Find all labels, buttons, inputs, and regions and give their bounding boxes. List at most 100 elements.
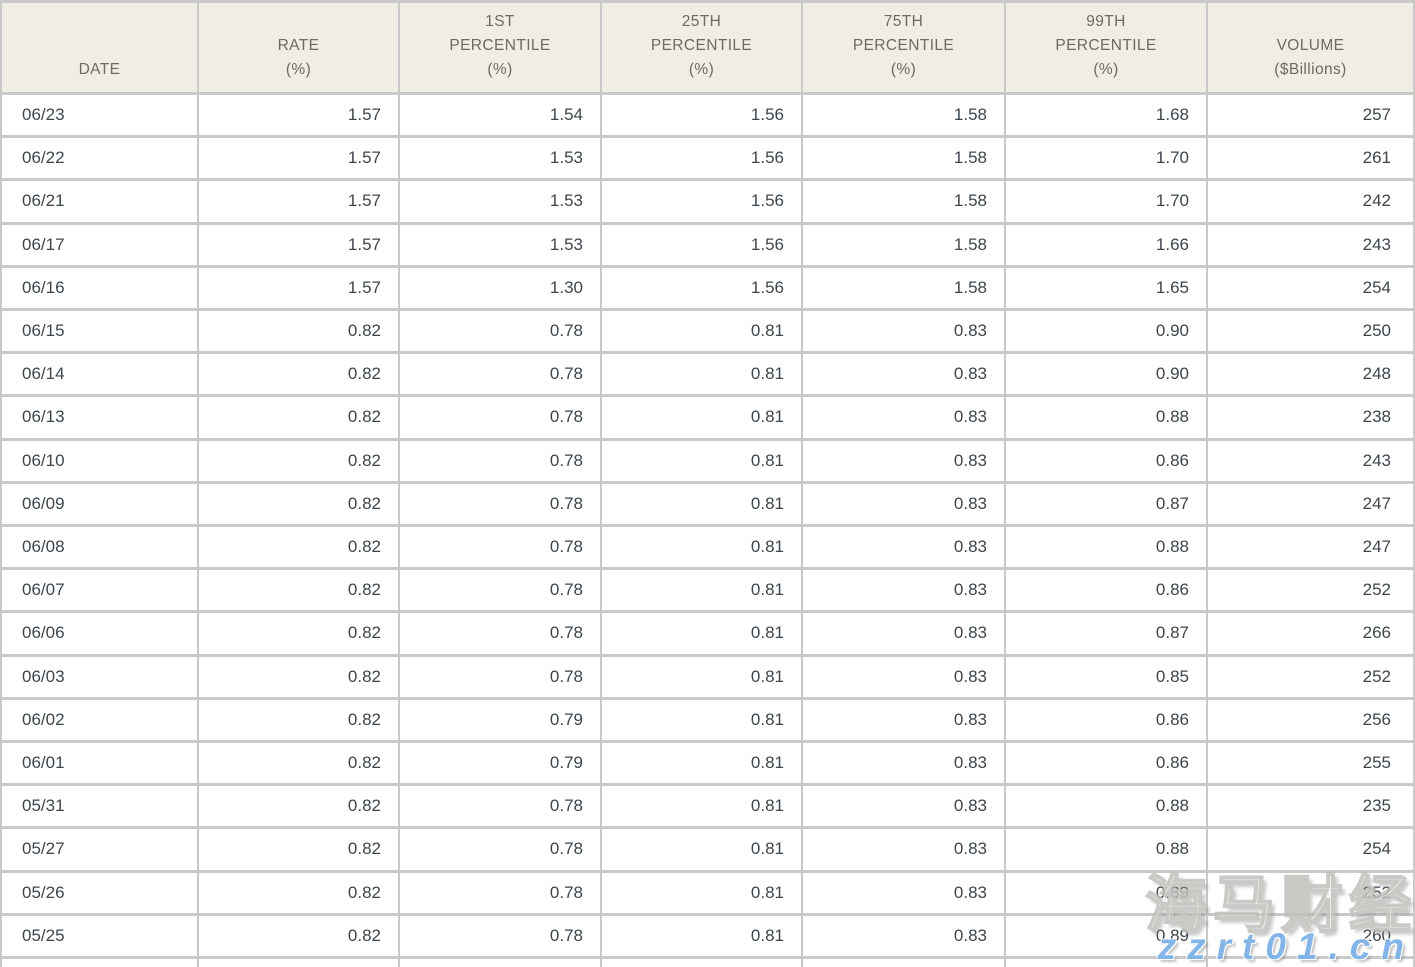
cell-volume: 252 — [1207, 655, 1415, 700]
cell-rate: 0.82 — [198, 871, 400, 916]
cell-p75: 1.58 — [802, 93, 1006, 139]
cell-p01: 1.54 — [399, 93, 602, 139]
cell-p99: 0.89 — [1005, 914, 1208, 960]
cell-p75: 0.83 — [802, 611, 1006, 657]
cell-p25: 1.56 — [601, 93, 803, 139]
cell-p99: 0.86 — [1005, 568, 1208, 614]
cell-p01: 0.78 — [399, 525, 602, 571]
column-header-volume: VOLUME ($Billions) — [1207, 1, 1415, 95]
cell-p25: 0.81 — [601, 352, 803, 398]
table-row: 06/07 0.82 0.78 0.81 0.83 0.86 252 — [1, 568, 1415, 614]
cell-p25: 1.56 — [601, 266, 803, 312]
cell-p25: 0.81 — [601, 439, 803, 484]
cell-p99: 1.68 — [1005, 93, 1208, 139]
cell-p25: 0.81 — [601, 827, 803, 873]
cell-rate: 0.82 — [198, 784, 400, 830]
cell-p99: 0.86 — [1005, 741, 1208, 787]
table-row: 06/17 1.57 1.53 1.56 1.58 1.66 243 — [1, 223, 1415, 268]
cell-p25: 0.81 — [601, 914, 803, 960]
cell-p75: 1.58 — [802, 179, 1006, 225]
cell-volume: 266 — [1207, 611, 1415, 657]
table-row: 06/09 0.82 0.78 0.81 0.83 0.87 247 — [1, 482, 1415, 528]
cell-rate: 0.82 — [198, 741, 400, 787]
cell-p99: 1.70 — [1005, 136, 1208, 182]
cell-p25: 0.81 — [601, 741, 803, 787]
table-row: 05/26 0.82 0.78 0.81 0.83 0.89 252 — [1, 871, 1415, 916]
cell-p25: 1.56 — [601, 179, 803, 225]
cell-p25: 1.56 — [601, 136, 803, 182]
cell-p01: 0.78 — [399, 871, 602, 916]
column-header-p75: 75TH PERCENTILE (%) — [802, 1, 1006, 95]
column-header-date: DATE — [1, 1, 199, 95]
cell-volume: 254 — [1207, 266, 1415, 312]
cell-date: 05/26 — [1, 871, 199, 916]
cell-rate: 0.82 — [198, 827, 400, 873]
cell-date: 06/03 — [1, 655, 199, 700]
cell-date: 06/08 — [1, 525, 199, 571]
table-row: 06/16 1.57 1.30 1.56 1.58 1.65 254 — [1, 266, 1415, 312]
cell-date: 05/25 — [1, 914, 199, 960]
cell-date: 06/16 — [1, 266, 199, 312]
cell-p01: 0.79 — [399, 698, 602, 744]
cell-rate: 0.82 — [198, 611, 400, 657]
cell-volume: 243 — [1207, 439, 1415, 484]
cell-p75: 0.83 — [802, 439, 1006, 484]
column-header-p25: 25TH PERCENTILE (%) — [601, 1, 803, 95]
cell-p25: 0.81 — [601, 568, 803, 614]
cell-date: 06/10 — [1, 439, 199, 484]
cell-p75: 0.83 — [802, 741, 1006, 787]
cell-volume: 248 — [1207, 352, 1415, 398]
cell-p99: 0.88 — [1005, 827, 1208, 873]
table-row: 06/06 0.82 0.78 0.81 0.83 0.87 266 — [1, 611, 1415, 657]
cell-p99: 0.86 — [1005, 698, 1208, 744]
cell-date: 06/15 — [1, 309, 199, 355]
cell-p99: 0.90 — [1005, 309, 1208, 355]
cell-p01: 0.78 — [399, 914, 602, 960]
cell-p99 — [1005, 957, 1208, 967]
cell-p25: 1.56 — [601, 223, 803, 268]
cell-p75 — [802, 957, 1006, 967]
cell-p25: 0.81 — [601, 871, 803, 916]
cell-p75: 0.83 — [802, 525, 1006, 571]
cell-p25 — [601, 957, 803, 967]
cell-p75: 0.83 — [802, 395, 1006, 441]
column-header-p99: 99TH PERCENTILE (%) — [1005, 1, 1208, 95]
table-row: 05/27 0.82 0.78 0.81 0.83 0.88 254 — [1, 827, 1415, 873]
cell-p99: 1.70 — [1005, 179, 1208, 225]
cell-p75: 0.83 — [802, 827, 1006, 873]
cell-p25: 0.81 — [601, 525, 803, 571]
cell-rate: 1.57 — [198, 266, 400, 312]
cell-p99: 0.89 — [1005, 871, 1208, 916]
table-body: 06/23 1.57 1.54 1.56 1.58 1.68 257 06/22 1.57 1.5… — [1, 93, 1415, 967]
cell-p01: 1.53 — [399, 223, 602, 268]
table-row-partial — [1, 957, 1415, 967]
cell-p75: 0.83 — [802, 309, 1006, 355]
cell-date: 06/09 — [1, 482, 199, 528]
cell-p75: 1.58 — [802, 223, 1006, 268]
cell-rate: 0.82 — [198, 568, 400, 614]
cell-volume: 257 — [1207, 93, 1415, 139]
cell-p01: 0.78 — [399, 439, 602, 484]
cell-rate: 1.57 — [198, 223, 400, 268]
cell-rate: 0.82 — [198, 309, 400, 355]
cell-p25: 0.81 — [601, 655, 803, 700]
cell-date: 05/27 — [1, 827, 199, 873]
cell-p01: 0.78 — [399, 482, 602, 528]
cell-p75: 0.83 — [802, 698, 1006, 744]
cell-rate: 1.57 — [198, 136, 400, 182]
cell-volume: 261 — [1207, 136, 1415, 182]
cell-date: 06/23 — [1, 93, 199, 139]
cell-volume: 242 — [1207, 179, 1415, 225]
cell-rate: 0.82 — [198, 698, 400, 744]
column-header-rate: RATE (%) — [198, 1, 400, 95]
cell-p99: 0.90 — [1005, 352, 1208, 398]
cell-p25: 0.81 — [601, 784, 803, 830]
cell-p01: 0.79 — [399, 741, 602, 787]
cell-p01: 0.78 — [399, 611, 602, 657]
cell-rate — [198, 957, 400, 967]
cell-p99: 0.87 — [1005, 482, 1208, 528]
cell-rate: 0.82 — [198, 352, 400, 398]
table-row: 05/25 0.82 0.78 0.81 0.83 0.89 260 — [1, 914, 1415, 960]
